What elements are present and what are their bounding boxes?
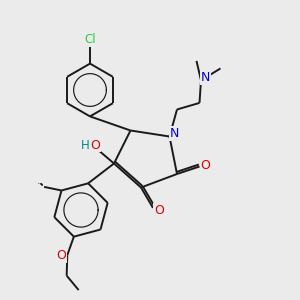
Text: O: O bbox=[90, 139, 100, 152]
Text: Cl: Cl bbox=[84, 33, 96, 46]
Text: O: O bbox=[201, 159, 210, 172]
Text: N: N bbox=[201, 71, 210, 84]
Text: O: O bbox=[56, 249, 66, 262]
Text: N: N bbox=[169, 127, 179, 140]
Text: H: H bbox=[81, 139, 90, 152]
Text: methyl: methyl bbox=[38, 183, 43, 184]
Text: O: O bbox=[154, 204, 164, 217]
